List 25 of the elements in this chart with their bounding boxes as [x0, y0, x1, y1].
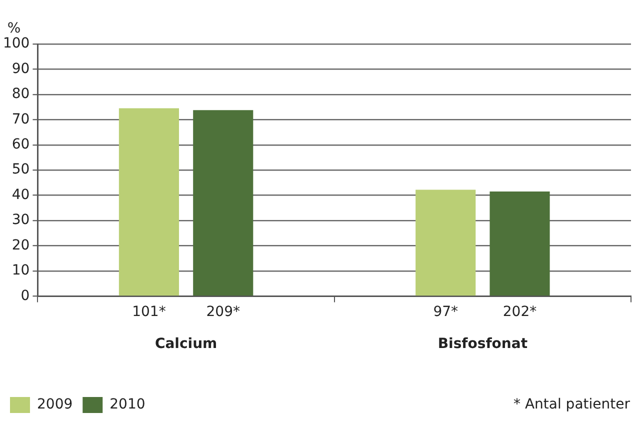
x-tick-label: Calcium: [154, 336, 218, 352]
y-tick-label: 10: [12, 262, 30, 279]
text: 97*: [433, 304, 458, 320]
legend-label: 2010: [110, 396, 146, 413]
y-tick-label: 20: [12, 237, 30, 254]
bar: [416, 190, 476, 296]
y-tick-label: 40: [12, 186, 30, 203]
legend-label: 2009: [37, 396, 73, 413]
y-tick-label: 90: [12, 60, 30, 77]
y-tick-label: 0: [20, 288, 30, 304]
bar: [193, 110, 254, 296]
text: 202*: [502, 304, 537, 320]
bar: [490, 192, 550, 296]
y-tick-label: 100: [2, 36, 30, 52]
text: 209*: [206, 304, 240, 320]
text: * Antal patienter: [514, 396, 630, 413]
y-tick-label: 70: [12, 111, 30, 128]
y-tick-label: 60: [12, 136, 30, 153]
text: 101*: [132, 304, 166, 320]
bar: [118, 108, 179, 296]
x-tick-label: Bisfosfonat: [438, 336, 528, 352]
y-tick-label: 50: [12, 162, 30, 178]
y-tick-label: 80: [12, 86, 30, 102]
y-tick-label: 30: [12, 212, 30, 228]
y-axis-title: %: [7, 20, 21, 37]
